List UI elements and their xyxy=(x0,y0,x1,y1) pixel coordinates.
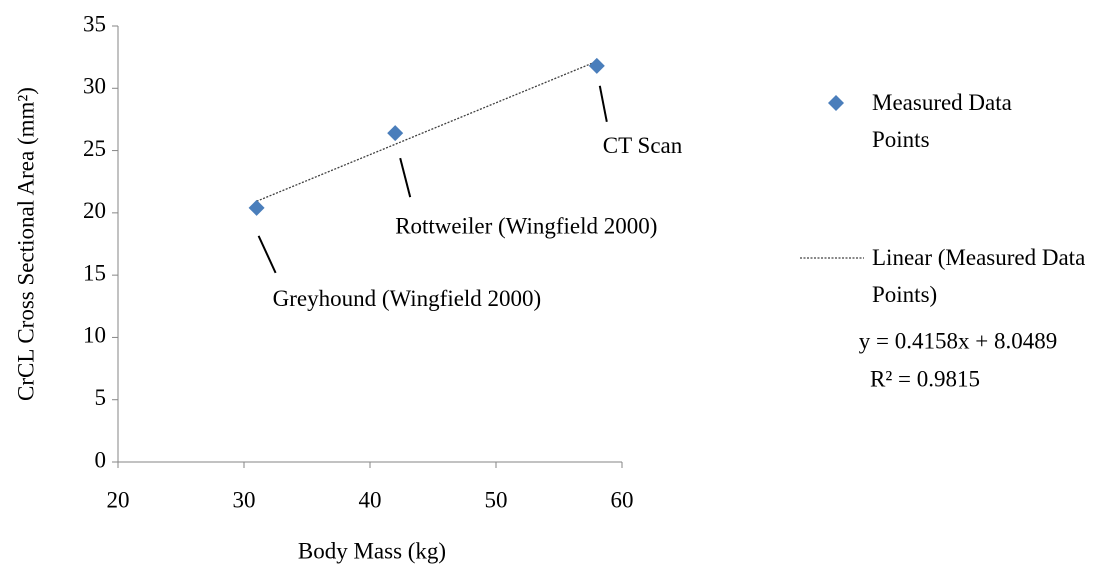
y-tick-label: 5 xyxy=(95,385,107,410)
legend-label: Measured Data Points xyxy=(872,90,1012,152)
x-tick-label: 40 xyxy=(359,487,382,512)
y-tick-label: 20 xyxy=(83,198,106,223)
y-axis-label: CrCL Cross Sectional Area (mm²) xyxy=(13,87,38,401)
x-tick-label: 30 xyxy=(233,487,256,512)
y-tick-label: 25 xyxy=(83,136,106,161)
trend-r-squared: R² = 0.9815 xyxy=(870,366,980,391)
y-tick-label: 0 xyxy=(95,447,107,472)
legend-marker xyxy=(828,95,844,111)
x-tick-label: 20 xyxy=(107,487,130,512)
annotation-leader xyxy=(598,85,608,123)
y-tick-label: 30 xyxy=(83,74,106,99)
x-tick-label: 50 xyxy=(485,487,508,512)
y-tick-label: 15 xyxy=(83,260,106,285)
annotation: Rottweiler (Wingfield 2000) xyxy=(395,213,657,238)
x-axis-label: Body Mass (kg) xyxy=(298,538,446,563)
point xyxy=(387,125,404,142)
annotation-leader xyxy=(399,157,412,198)
legend-label: Linear (Measured Data Points) xyxy=(872,245,1086,307)
trend-equation: y = 0.4158x + 8.0489 xyxy=(859,328,1057,353)
annotation: CT Scan xyxy=(603,133,683,158)
annotation: Greyhound (Wingfield 2000) xyxy=(273,286,542,311)
point xyxy=(588,57,605,74)
point xyxy=(248,199,265,216)
y-tick-label: 35 xyxy=(83,11,106,36)
x-tick-label: 60 xyxy=(611,487,634,512)
trendline xyxy=(256,60,598,202)
annotation-leader xyxy=(257,235,277,274)
y-tick-label: 10 xyxy=(83,323,106,348)
